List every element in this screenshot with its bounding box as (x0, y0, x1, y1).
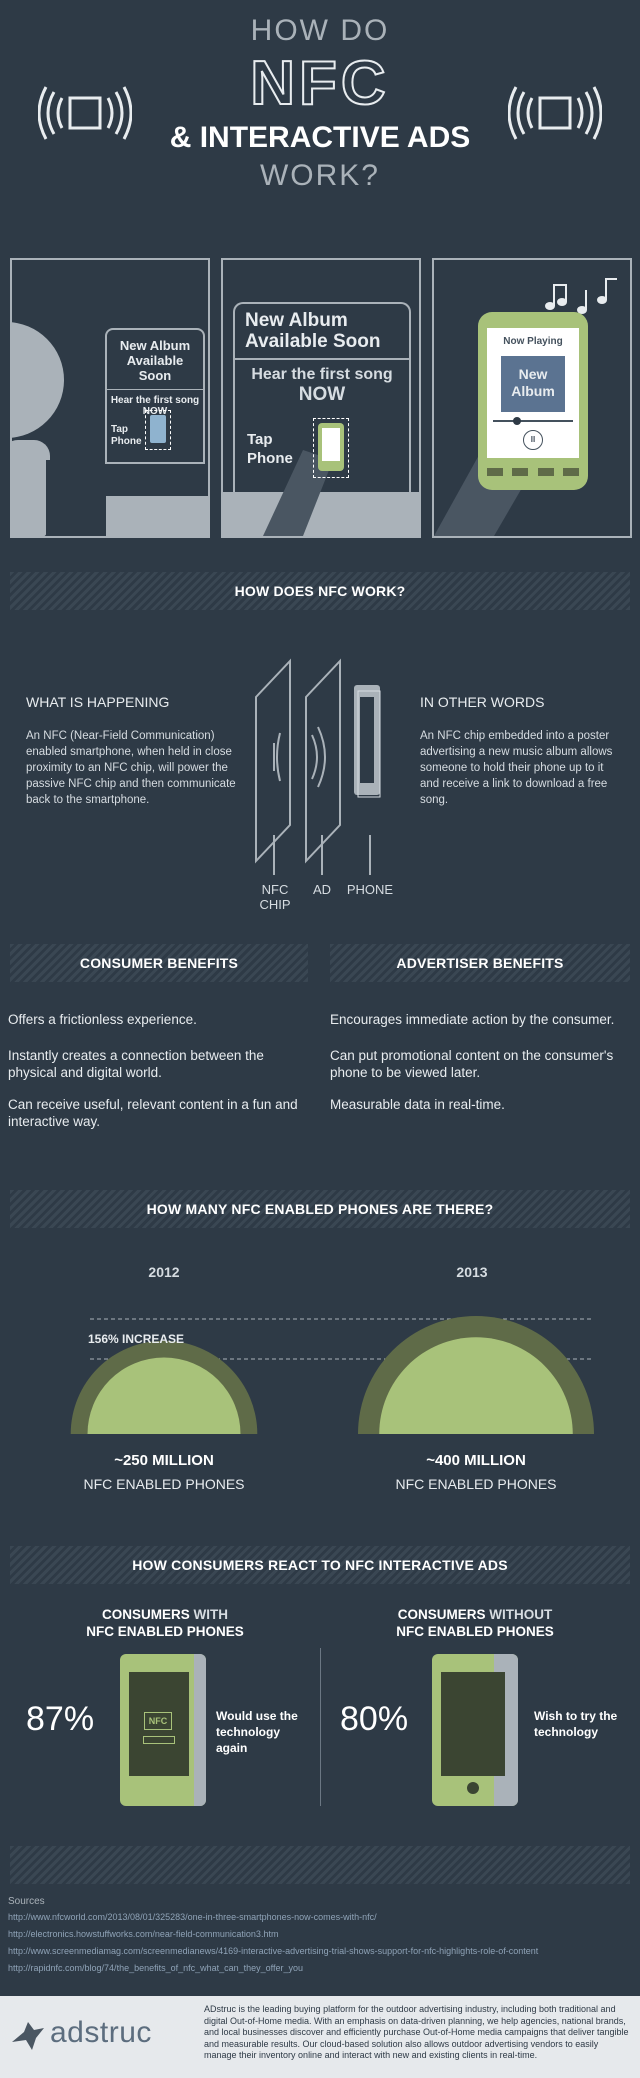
in-other-words-block: IN OTHER WORDS An NFC chip embedded into… (420, 694, 620, 808)
without-nfc-title-c: NFC ENABLED PHONES (396, 1624, 554, 1639)
year-2013: 2013 (456, 1264, 488, 1280)
phone-count-heading: HOW MANY NFC ENABLED PHONES ARE THERE? (146, 1201, 494, 1217)
consumer-benefit-3: Can receive useful, relevant content in … (8, 1097, 298, 1129)
header-line3: & INTERACTIVE ADS (169, 121, 471, 154)
advertiser-benefits-heading: ADVERTISER BENEFITS (396, 955, 564, 971)
diagram-label-chip: NFC CHIP (259, 882, 291, 912)
pause-icon[interactable]: II (523, 430, 543, 450)
adstruc-bird-logo-icon (12, 2022, 44, 2050)
what-is-happening-body: An NFC (Near-Field Communication) enable… (26, 730, 236, 806)
poster-large: New Album Available Soon Hear the first … (233, 302, 411, 494)
consumer-benefits-heading: CONSUMER BENEFITS (79, 955, 239, 971)
what-is-happening-block: WHAT IS HAPPENING An NFC (Near-Field Com… (26, 694, 236, 808)
phone-count-semicircles (70, 1316, 594, 1434)
sources-title: Sources (8, 1896, 45, 1907)
nfc-signal-icon-left (38, 86, 132, 140)
album-title: New Album (511, 366, 555, 399)
panel-person-approaching: New Album Available Soon Hear the first … (10, 258, 210, 538)
section-heading-advertiser-benefits: ADVERTISER BENEFITS (330, 944, 630, 982)
source-link-4[interactable]: http://rapidnfc.com/blog/74/the_benefits… (8, 1963, 304, 1973)
album-cover: New Album (501, 356, 565, 412)
diagram-label-ad: AD (312, 882, 332, 897)
without-nfc-title-a: CONSUMERS (397, 1607, 490, 1622)
advertiser-benefit-2: Can put promotional content on the consu… (330, 1048, 614, 1080)
panel-phone-tapping: New Album Available Soon Hear the first … (221, 258, 421, 538)
what-is-happening-title: WHAT IS HAPPENING (26, 694, 170, 710)
section-heading-how-works: HOW DOES NFC WORK? (10, 572, 630, 610)
count-2013-label: NFC ENABLED PHONES (395, 1476, 557, 1492)
poster-small-tap: Tap Phone (111, 424, 142, 447)
poster-small: New Album Available Soon Hear the first … (105, 328, 205, 464)
poster-small-sub1: Hear the first song (110, 395, 200, 406)
phone-with-nfc: NFC (120, 1654, 206, 1806)
section-divider-stripe (10, 1846, 630, 1884)
header-line1: HOW DO (250, 14, 390, 47)
advertiser-benefit-1: Encourages immediate action by the consu… (330, 1012, 615, 1027)
poster-large-title: New Album Available Soon (245, 310, 381, 352)
without-nfc-title-b: WITHOUT (489, 1607, 553, 1622)
count-2013-value: ~400 MILLION (426, 1452, 526, 1469)
phone-screen: Now Playing New Album II (487, 328, 579, 458)
diagram-label-phone: PHONE (346, 882, 394, 897)
with-nfc-title: CONSUMERS WITH NFC ENABLED PHONES (60, 1606, 270, 1640)
source-link-1[interactable]: http://www.nfcworld.com/2013/08/01/32528… (8, 1912, 377, 1922)
poster-large-tap: Tap Phone (247, 431, 293, 467)
phone-without-nfc (432, 1654, 518, 1806)
increase-label: 156% INCREASE (88, 1332, 185, 1346)
consumer-benefit-2: Instantly creates a connection between t… (8, 1048, 264, 1080)
panel-phone-playing: Now Playing New Album II (432, 258, 632, 538)
semi-2013-inner (379, 1337, 573, 1434)
poster-large-sub1: Hear the first song (251, 366, 393, 383)
person-silhouette-icon (12, 322, 208, 536)
phone-now-playing-label: Now Playing (503, 336, 563, 347)
nfc-diagram (255, 658, 381, 875)
reaction-divider (320, 1648, 321, 1806)
footer-text: ADstruc is the leading buying platform f… (204, 2004, 629, 2060)
section-heading-reaction: HOW CONSUMERS REACT TO NFC INTERACTIVE A… (10, 1546, 630, 1584)
poster-small-sub2: NOW (142, 406, 168, 417)
without-nfc-title: CONSUMERS WITHOUT NFC ENABLED PHONES (370, 1606, 580, 1640)
count-2012-value: ~250 MILLION (114, 1452, 214, 1469)
progress-track[interactable] (493, 420, 573, 422)
advertiser-benefit-3: Measurable data in real-time. (330, 1097, 505, 1112)
nfc-badge-icon: NFC (144, 1712, 172, 1730)
phone-buttons (487, 468, 579, 476)
with-nfc-title-c: NFC ENABLED PHONES (86, 1624, 244, 1639)
with-nfc-title-a: CONSUMERS (101, 1607, 194, 1622)
without-nfc-text: Wish to try the technology (534, 1709, 618, 1739)
poster-large-nfc-area (313, 418, 349, 478)
music-notes-icon (545, 278, 617, 314)
header-line4: WORK? (259, 159, 380, 192)
how-works-heading: HOW DOES NFC WORK? (234, 583, 406, 599)
with-nfc-title-b: WITH (193, 1607, 229, 1622)
poster-large-sub2: NOW (298, 384, 346, 405)
header-nfc: NFC (249, 48, 390, 119)
source-link-2[interactable]: http://electronics.howstuffworks.com/nea… (8, 1929, 279, 1939)
section-heading-consumer-benefits: CONSUMER BENEFITS (10, 944, 308, 982)
nfc-signal-icon-right (508, 86, 602, 140)
poster-small-nfc-area (145, 410, 171, 450)
count-2012-label: NFC ENABLED PHONES (83, 1476, 245, 1492)
tap-shadow-shape (223, 450, 419, 536)
semi-2012-inner (87, 1357, 241, 1434)
header: HOW DO NFC & INTERACTIVE ADS WORK? (0, 14, 640, 196)
year-2012: 2012 (148, 1264, 180, 1280)
source-link-3[interactable]: http://www.screenmediamag.com/screenmedi… (8, 1946, 539, 1956)
in-other-words-title: IN OTHER WORDS (420, 694, 545, 710)
reaction-heading: HOW CONSUMERS REACT TO NFC INTERACTIVE A… (132, 1557, 508, 1573)
phone-now-playing: Now Playing New Album II (478, 312, 588, 490)
progress-handle[interactable] (513, 417, 521, 425)
without-nfc-percent: 80% (340, 1700, 409, 1738)
with-nfc-text: Would use the technology again (216, 1709, 298, 1755)
poster-small-title: New Album Available Soon (119, 338, 191, 383)
in-other-words-body: An NFC chip embedded into a poster adver… (420, 730, 613, 806)
home-button-icon (467, 1782, 479, 1794)
consumer-benefit-1: Offers a frictionless experience. (8, 1012, 197, 1027)
footer: adstruc ADstruc is the leading buying pl… (0, 1996, 640, 2078)
with-nfc-percent: 87% (26, 1700, 95, 1738)
section-heading-phone-count: HOW MANY NFC ENABLED PHONES ARE THERE? (10, 1190, 630, 1228)
footer-brand[interactable]: adstruc (50, 2016, 152, 2049)
